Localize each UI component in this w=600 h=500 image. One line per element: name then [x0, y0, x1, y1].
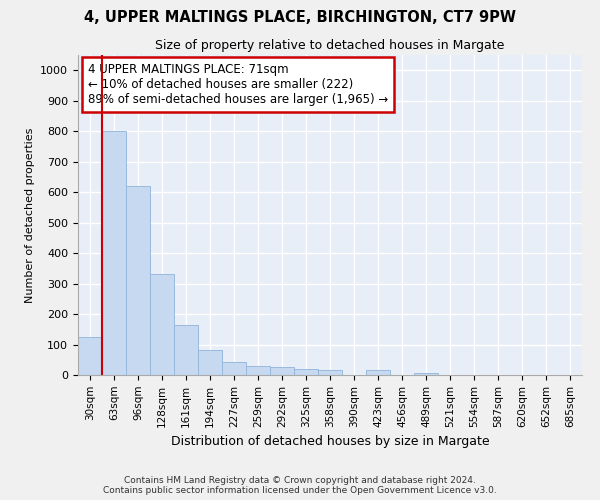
- Bar: [222, 362, 246, 375]
- Text: 4, UPPER MALTINGS PLACE, BIRCHINGTON, CT7 9PW: 4, UPPER MALTINGS PLACE, BIRCHINGTON, CT…: [84, 10, 516, 25]
- Bar: [78, 337, 102, 375]
- Bar: [198, 350, 222, 375]
- Y-axis label: Number of detached properties: Number of detached properties: [25, 128, 35, 302]
- Text: Contains HM Land Registry data © Crown copyright and database right 2024.
Contai: Contains HM Land Registry data © Crown c…: [103, 476, 497, 495]
- Bar: [366, 370, 390, 375]
- Bar: [318, 370, 342, 375]
- Bar: [270, 368, 294, 375]
- Title: Size of property relative to detached houses in Margate: Size of property relative to detached ho…: [155, 40, 505, 52]
- Bar: [150, 274, 174, 375]
- Bar: [102, 131, 126, 375]
- Bar: [174, 324, 198, 375]
- Bar: [414, 372, 438, 375]
- Bar: [294, 369, 318, 375]
- X-axis label: Distribution of detached houses by size in Margate: Distribution of detached houses by size …: [170, 435, 490, 448]
- Bar: [126, 186, 150, 375]
- Text: 4 UPPER MALTINGS PLACE: 71sqm
← 10% of detached houses are smaller (222)
89% of : 4 UPPER MALTINGS PLACE: 71sqm ← 10% of d…: [88, 63, 388, 106]
- Bar: [246, 366, 270, 375]
